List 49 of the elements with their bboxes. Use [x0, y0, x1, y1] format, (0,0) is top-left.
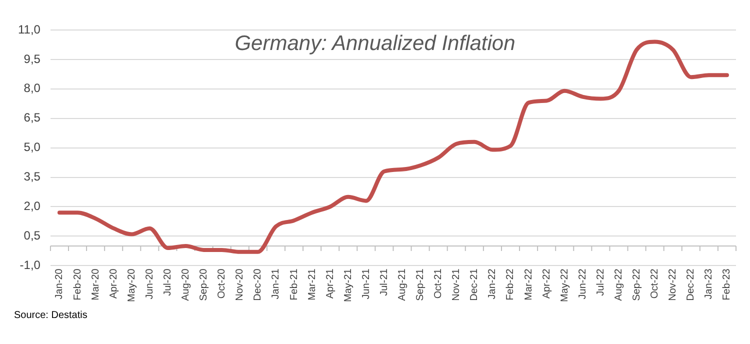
y-tick-label: -1,0: [20, 258, 41, 272]
x-tick-label: Sep-20: [198, 268, 210, 301]
x-tick-label: Jul-20: [162, 268, 174, 296]
x-tick-label: Jan-22: [487, 268, 498, 300]
x-tick-label: Oct-20: [216, 268, 228, 299]
x-tick-label: May-21: [342, 268, 354, 302]
x-tick-label: Nov-22: [668, 268, 679, 301]
x-tick-label: Sep-22: [632, 268, 643, 301]
x-tick-label: Jan-23: [704, 268, 715, 300]
y-tick-label: 3,5: [24, 170, 41, 184]
x-tick-label: Dec-21: [469, 268, 480, 301]
x-tick-label: Feb-21: [288, 268, 300, 300]
x-tick-label: Feb-23: [722, 268, 733, 300]
x-tick-label: Jan-21: [270, 268, 282, 300]
x-tick-label: Aug-22: [613, 268, 624, 301]
x-tick-label: Nov-20: [234, 268, 246, 301]
x-tick-label: Aug-20: [180, 268, 192, 301]
x-tick-label: Mar-22: [523, 268, 534, 300]
x-tick-label: Apr-22: [541, 268, 552, 299]
y-tick-label: 8,0: [24, 81, 41, 96]
x-tick-label: May-20: [126, 268, 138, 302]
x-tick-label: Oct-21: [433, 268, 444, 299]
x-tick-label: Mar-21: [306, 268, 318, 300]
x-tick-label: Feb-22: [505, 268, 516, 300]
y-tick-label: 2,0: [24, 199, 41, 214]
y-tick-label: 6,5: [24, 110, 41, 125]
x-tick-label: Sep-21: [415, 268, 426, 301]
x-tick-label: Oct-22: [650, 268, 661, 299]
x-tick-label: Dec-22: [686, 268, 697, 301]
x-tick-label: Jun-22: [577, 268, 588, 300]
source-note: Source: Destatis: [14, 310, 88, 321]
y-tick-label: 0,5: [24, 228, 41, 243]
y-tick-label: 9,5: [24, 52, 41, 66]
x-tick-label: May-22: [559, 268, 570, 302]
x-tick-label: Feb-20: [72, 268, 84, 300]
chart-title: Germany: Annualized Inflation: [228, 32, 522, 55]
x-tick-label: Jan-20: [54, 268, 66, 300]
x-tick-label: Jul-22: [595, 268, 606, 296]
y-tick-label: 5,0: [24, 140, 41, 154]
x-tick-label: Nov-21: [451, 268, 462, 301]
x-tick-label: Apr-21: [324, 268, 336, 299]
x-tick-label: Jun-20: [144, 268, 156, 300]
x-tick-label: Jul-21: [378, 268, 390, 296]
x-tick-label: Jun-21: [360, 268, 372, 300]
x-tick-label: Apr-20: [108, 268, 120, 299]
x-tick-label: Dec-20: [252, 268, 264, 301]
x-tick-label: Mar-20: [90, 268, 102, 300]
y-tick-label: 11,0: [18, 22, 41, 36]
x-tick-label: Aug-21: [397, 268, 408, 301]
